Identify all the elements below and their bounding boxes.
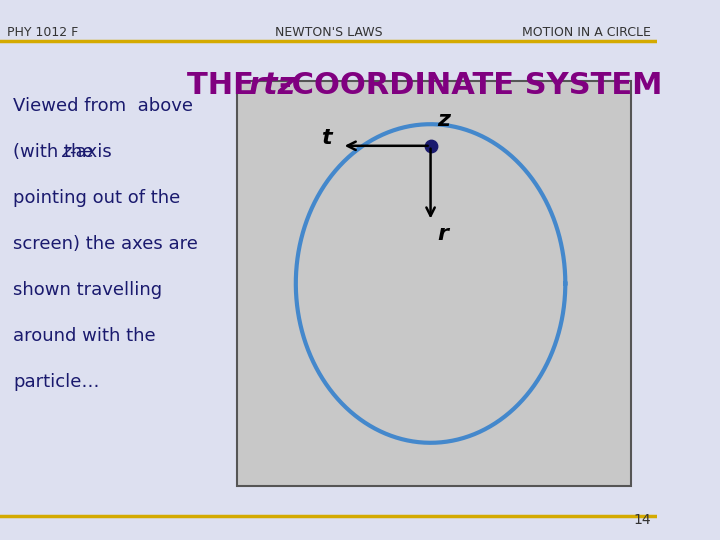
Point: [425, 141, 436, 150]
Text: NEWTON'S LAWS: NEWTON'S LAWS: [275, 26, 382, 39]
Text: z: z: [61, 143, 71, 161]
Text: PHY 1012 F: PHY 1012 F: [6, 26, 78, 39]
Text: THE: THE: [187, 71, 265, 100]
Text: rtz: rtz: [248, 71, 296, 100]
Text: pointing out of the: pointing out of the: [13, 189, 181, 207]
Text: -axis: -axis: [69, 143, 112, 161]
FancyBboxPatch shape: [237, 81, 631, 486]
Text: (with the: (with the: [13, 143, 99, 161]
Text: r: r: [437, 224, 448, 244]
Text: z: z: [437, 110, 450, 130]
Text: -COORDINATE SYSTEM: -COORDINATE SYSTEM: [279, 71, 663, 100]
Text: around with the: around with the: [13, 327, 156, 345]
Text: 14: 14: [633, 512, 651, 526]
Text: Viewed from  above: Viewed from above: [13, 97, 193, 115]
Text: shown travelling: shown travelling: [13, 281, 162, 299]
Text: screen) the axes are: screen) the axes are: [13, 235, 198, 253]
Text: particle…: particle…: [13, 373, 99, 390]
Text: MOTION IN A CIRCLE: MOTION IN A CIRCLE: [522, 26, 651, 39]
Text: t: t: [321, 127, 332, 148]
